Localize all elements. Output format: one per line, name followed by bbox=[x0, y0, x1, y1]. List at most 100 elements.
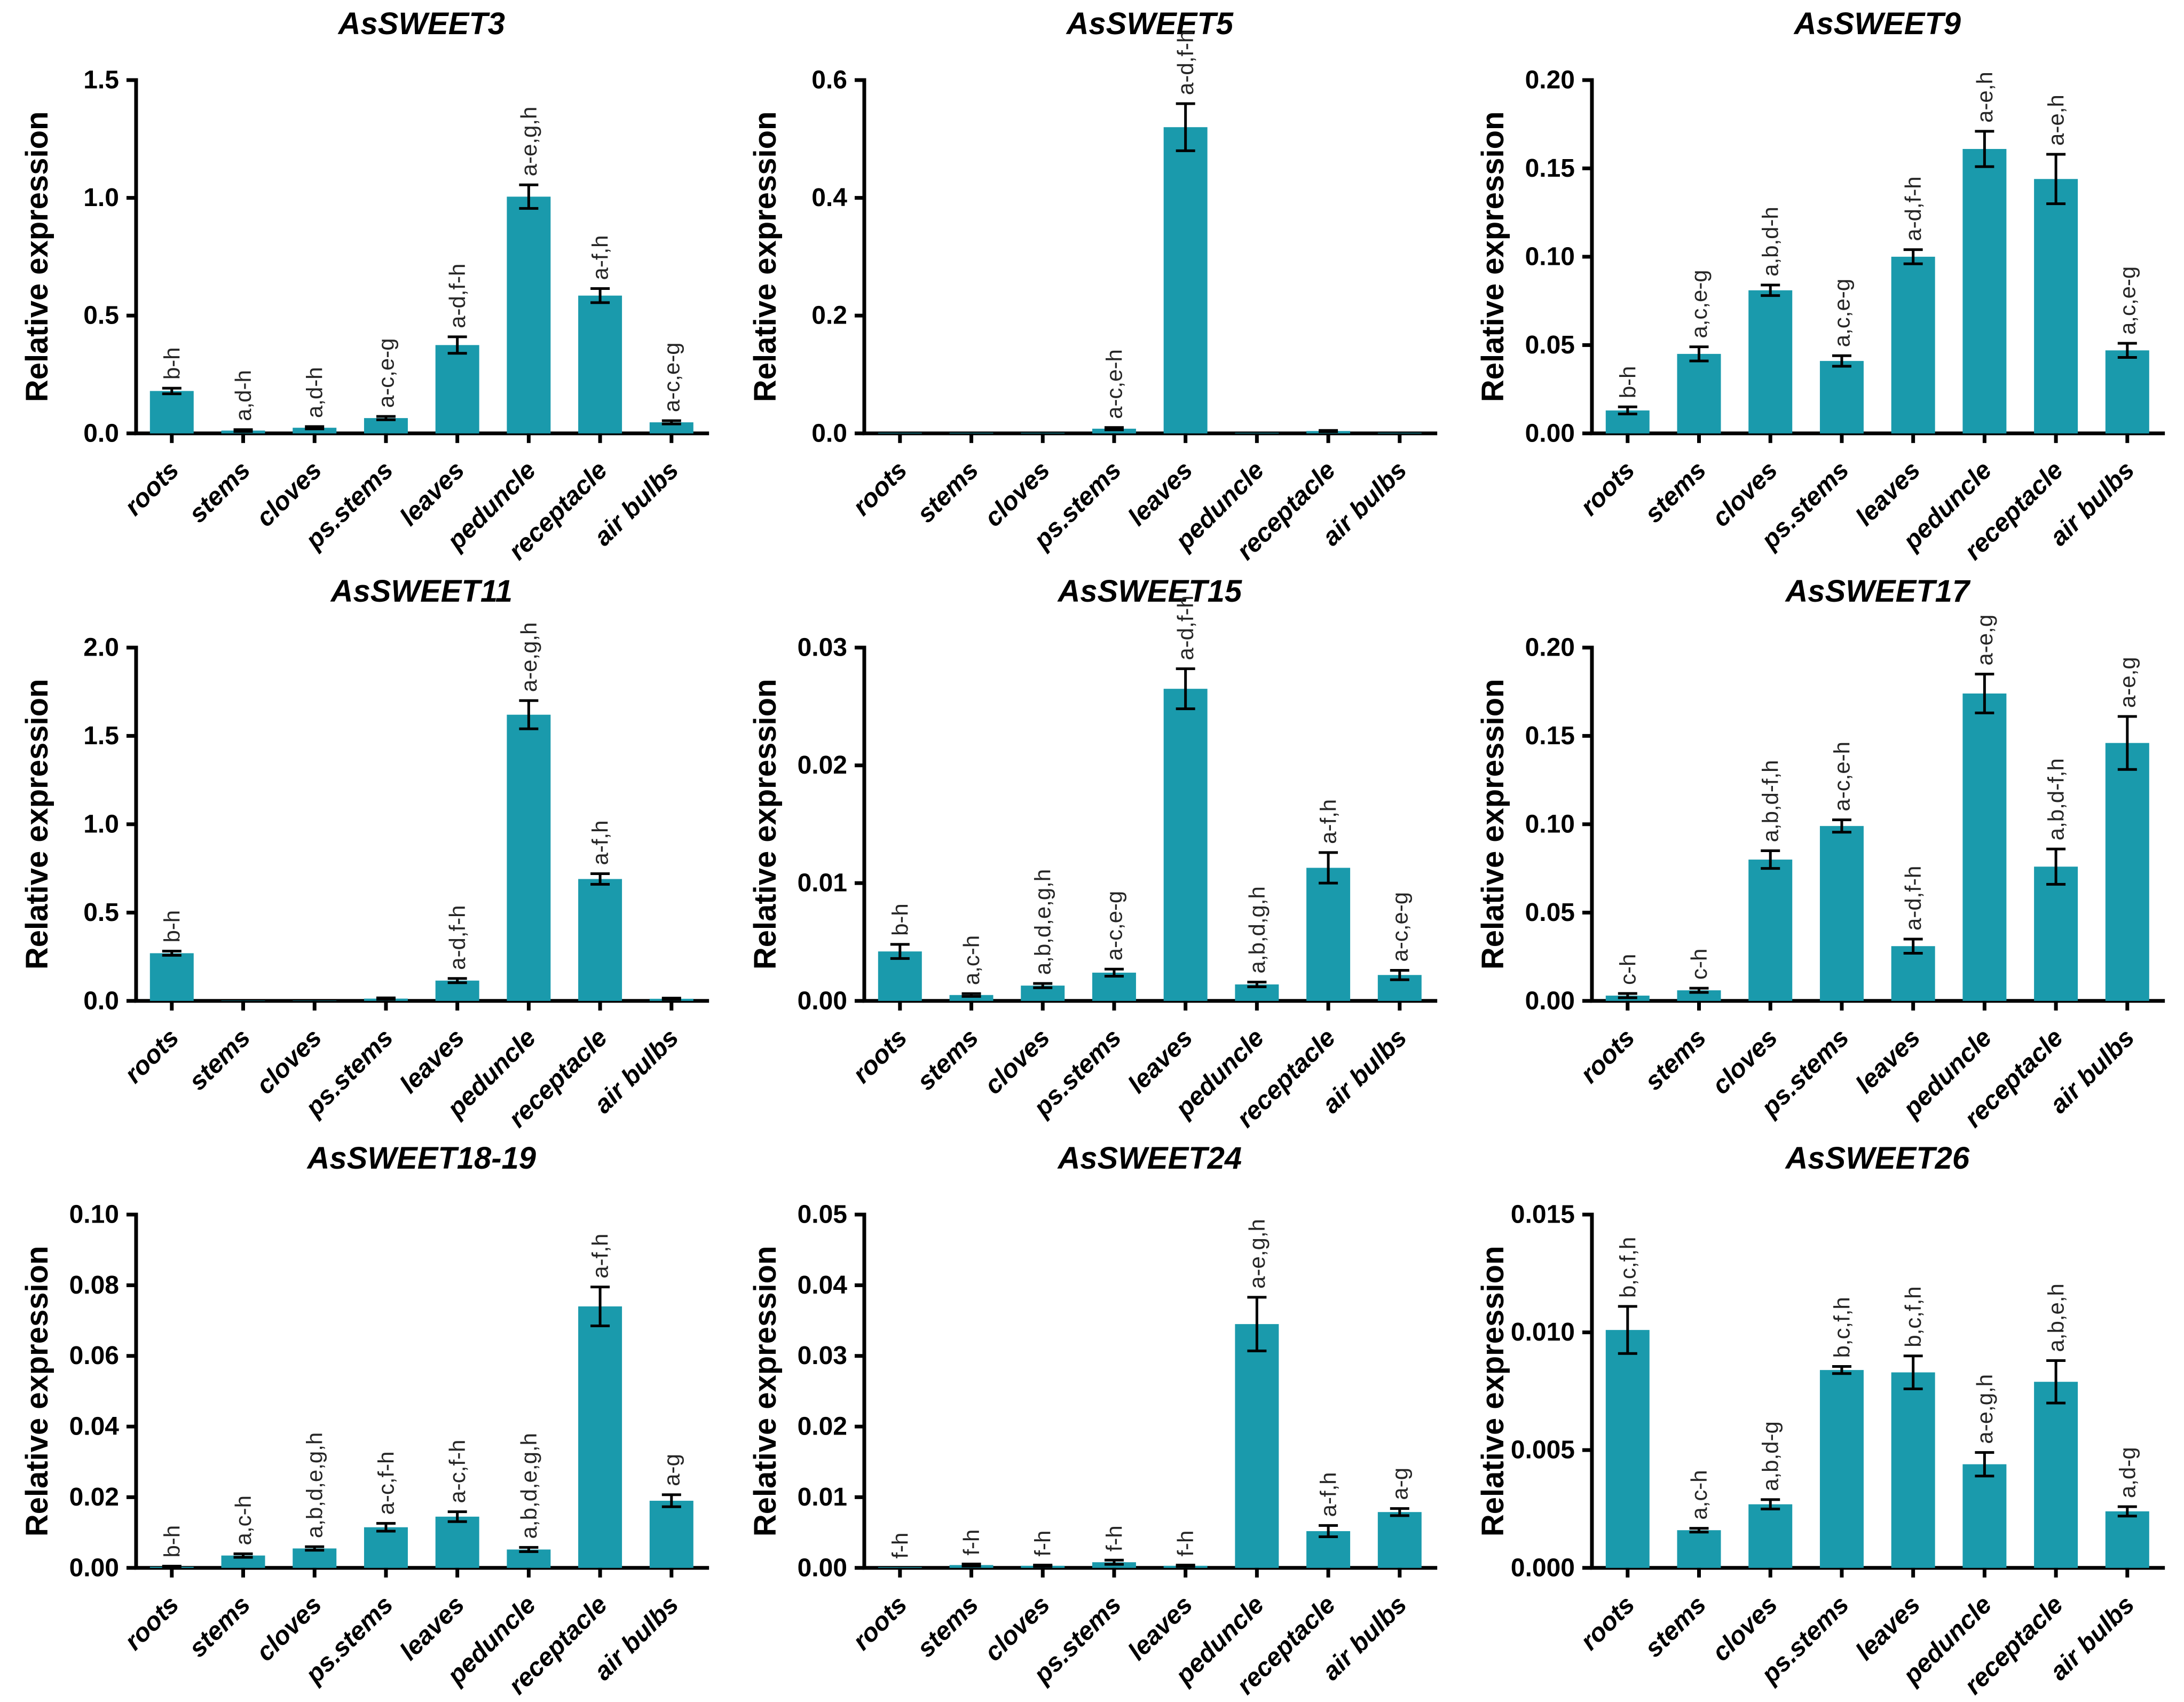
bar-air-bulbs bbox=[649, 1501, 693, 1569]
bar-air-bulbs bbox=[2106, 1511, 2150, 1569]
bar-air-bulbs bbox=[649, 422, 693, 434]
x-tick-label: roots bbox=[1575, 456, 1641, 521]
chart-title: AsSWEET9 bbox=[1793, 7, 1961, 41]
bar-receptacle bbox=[578, 1306, 622, 1569]
bar-ps-stems bbox=[1820, 1370, 1864, 1569]
sig-label: b-h bbox=[1615, 366, 1641, 398]
sig-label: a,b,d,e,g,h bbox=[302, 1432, 327, 1538]
y-tick-label: 0.000 bbox=[1511, 1554, 1575, 1582]
chart-title: AsSWEET17 bbox=[1785, 574, 1971, 609]
sig-label: a-e,g,h bbox=[1244, 1219, 1270, 1289]
bar-peduncle bbox=[1235, 1324, 1279, 1569]
bar-peduncle bbox=[1962, 693, 2007, 1001]
bar-ps-stems bbox=[1820, 361, 1864, 434]
sig-label: a,c-h bbox=[231, 1495, 256, 1545]
bar-cloves bbox=[293, 1000, 337, 1001]
x-tick-label: stems bbox=[911, 1023, 984, 1096]
sig-label: c-h bbox=[1686, 948, 1712, 979]
y-tick-label: 0.02 bbox=[797, 751, 847, 779]
y-tick-label: 0.20 bbox=[1525, 66, 1575, 94]
y-tick-label: 2.0 bbox=[83, 633, 119, 661]
y-tick-label: 0.05 bbox=[1525, 331, 1575, 359]
sig-label: a-c,e-h bbox=[1830, 742, 1855, 811]
bar-stems bbox=[221, 1000, 265, 1001]
bar-ps-stems bbox=[364, 1527, 408, 1569]
chart-panel-assweet17: 0.00 0.05 0.10 0.15 0.20 Relative expression A… bbox=[1456, 568, 2184, 1135]
y-tick-label: 0.5 bbox=[83, 302, 119, 330]
bar-peduncle bbox=[1962, 1464, 2007, 1569]
y-tick-label: 0.03 bbox=[797, 633, 847, 661]
x-tick-label: stems bbox=[1639, 1023, 1712, 1096]
bar-air-bulbs bbox=[1377, 432, 1422, 434]
y-tick-label: 0.10 bbox=[1525, 810, 1575, 838]
sig-label: a-g bbox=[1387, 1468, 1412, 1500]
bar-air-bulbs bbox=[2106, 743, 2150, 1001]
sig-label: a-d,f-h bbox=[445, 905, 470, 970]
y-tick-label: 0.15 bbox=[1525, 154, 1575, 183]
bar-peduncle bbox=[507, 196, 551, 434]
bar-leaves bbox=[1891, 945, 1935, 1001]
y-tick-label: 0.00 bbox=[1525, 987, 1575, 1015]
sig-label: a-e,h bbox=[1972, 72, 1997, 123]
chart-panel-assweet3: 0.0 0.5 1.0 1.5 Relative expression AsSWEET3 b… bbox=[0, 0, 728, 568]
sig-label: c-h bbox=[1615, 954, 1641, 984]
sig-label: a-f,h bbox=[588, 820, 613, 865]
chart-panel-assweet5: 0.0 0.2 0.4 0.6 Relative expression AsSWEET5 r… bbox=[728, 0, 1456, 568]
sig-label: a-e,h bbox=[2044, 94, 2069, 146]
bar-chart-assweet5: 0.0 0.2 0.4 0.6 Relative expression AsSWEET5 r… bbox=[748, 7, 1437, 565]
bar-cloves bbox=[1748, 1504, 1793, 1569]
bar-peduncle bbox=[1235, 432, 1279, 434]
bar-roots bbox=[149, 391, 194, 434]
x-tick-label: roots bbox=[847, 1591, 912, 1656]
sig-label: a-e,g bbox=[1972, 614, 1997, 666]
x-tick-label: stems bbox=[1639, 456, 1712, 529]
bar-air-bulbs bbox=[2106, 350, 2150, 434]
sig-label: a-e,g,h bbox=[516, 107, 541, 177]
sig-label: a,d-h bbox=[302, 367, 327, 418]
y-tick-label: 0.00 bbox=[797, 987, 847, 1015]
bar-chart-assweet11: 0.0 0.5 1.0 1.5 2.0 Relative expression AsSWEE… bbox=[20, 574, 709, 1133]
sig-label: a-f,h bbox=[1315, 1472, 1341, 1517]
sig-label: a-e,g,h bbox=[1972, 1374, 1997, 1444]
y-axis-label: Relative expression bbox=[20, 1246, 54, 1537]
sig-label: b-h bbox=[159, 1525, 184, 1558]
y-tick-label: 0.10 bbox=[1525, 242, 1575, 271]
y-tick-label: 0.0 bbox=[83, 419, 119, 447]
sig-label: a,b,d,g,h bbox=[1244, 886, 1270, 973]
bar-peduncle bbox=[1962, 149, 2007, 434]
chart-panel-assweet18-19: 0.00 0.02 0.04 0.06 0.08 0.10 Relative express… bbox=[0, 1134, 728, 1702]
x-tick-label: roots bbox=[119, 1023, 184, 1089]
y-tick-label: 0.02 bbox=[797, 1413, 847, 1441]
y-tick-label: 0.005 bbox=[1511, 1436, 1575, 1464]
bar-cloves bbox=[1748, 859, 1793, 1001]
bar-receptacle bbox=[2034, 1382, 2078, 1569]
bar-chart-assweet24: 0.00 0.01 0.02 0.03 0.04 0.05 Relative express… bbox=[748, 1141, 1437, 1700]
x-tick-label: roots bbox=[1575, 1591, 1641, 1656]
sig-label: a-e,g bbox=[2115, 657, 2140, 708]
bar-receptacle bbox=[1306, 868, 1350, 1001]
sig-label: b,c,f,h bbox=[1615, 1237, 1641, 1298]
sig-label: a-e,g,h bbox=[516, 622, 541, 692]
y-tick-label: 0.4 bbox=[811, 184, 847, 212]
y-tick-label: 0.02 bbox=[69, 1483, 119, 1511]
chart-panel-assweet9: 0.00 0.05 0.10 0.15 0.20 Relative expression A… bbox=[1456, 0, 2184, 568]
y-tick-label: 0.00 bbox=[69, 1554, 119, 1582]
y-tick-label: 0.04 bbox=[69, 1413, 120, 1441]
bar-leaves bbox=[1891, 256, 1935, 434]
bar-chart-assweet17: 0.00 0.05 0.10 0.15 0.20 Relative expression A… bbox=[1476, 574, 2165, 1133]
sig-label: a-c,e-g bbox=[1101, 891, 1126, 960]
sig-label: a-c,f-h bbox=[373, 1452, 398, 1515]
chart-title: AsSWEET15 bbox=[1056, 574, 1242, 609]
sig-label: a,b,d,e,g,h bbox=[516, 1433, 541, 1539]
sig-label: a-d,f-h bbox=[1173, 30, 1198, 95]
x-tick-label: stems bbox=[184, 456, 256, 529]
bar-peduncle bbox=[507, 714, 551, 1001]
bar-leaves bbox=[435, 1517, 479, 1569]
sig-label: a,b,d,e,g,h bbox=[1030, 869, 1055, 975]
sig-label: a-f,h bbox=[588, 235, 613, 280]
bar-receptacle bbox=[578, 295, 622, 434]
y-tick-label: 0.05 bbox=[1525, 899, 1575, 927]
sig-label: a,b,e,h bbox=[2044, 1284, 2069, 1352]
chart-title: AsSWEET24 bbox=[1056, 1141, 1242, 1176]
